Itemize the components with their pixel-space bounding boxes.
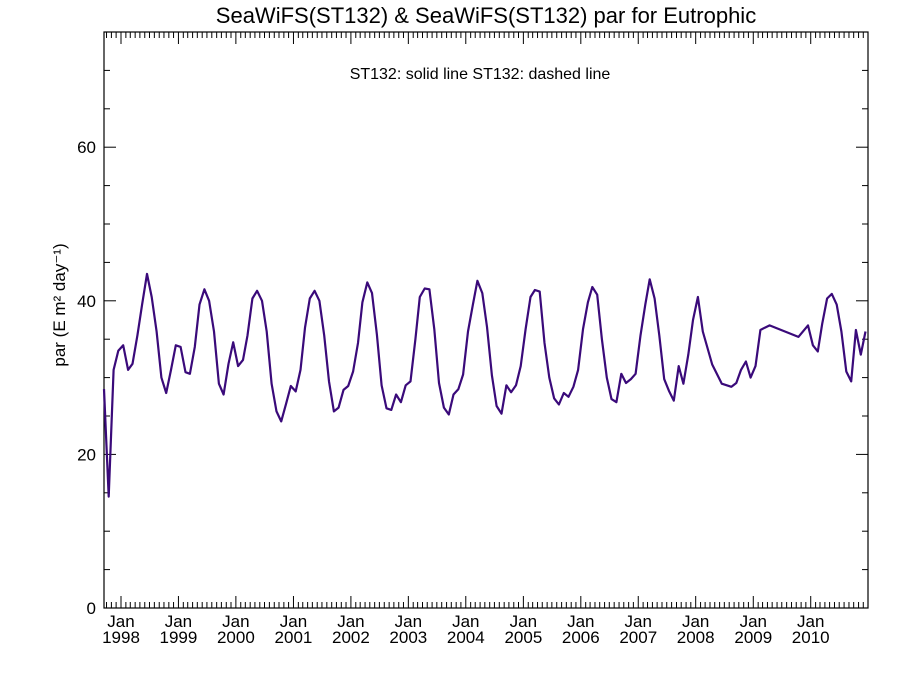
x-tick-label-year: 2004 xyxy=(447,628,485,647)
x-tick-label-month: Jan xyxy=(797,612,824,631)
series-layer xyxy=(102,272,867,498)
x-tick-label-year: 2006 xyxy=(562,628,600,647)
x-tick-label-month: Jan xyxy=(452,612,479,631)
legend-text: ST132: solid line ST132: dashed line xyxy=(350,66,611,83)
y-axis-label: par (E m² day⁻¹) xyxy=(50,243,69,366)
x-tick-label-month: Jan xyxy=(222,612,249,631)
x-tick-label-month: Jan xyxy=(395,612,422,631)
x-tick-label-year: 2007 xyxy=(619,628,657,647)
x-tick-label-year: 2010 xyxy=(792,628,830,647)
x-tick-label-year: 2001 xyxy=(275,628,313,647)
x-tick-label-month: Jan xyxy=(280,612,307,631)
y-tick-label: 0 xyxy=(87,599,96,618)
plot-frame xyxy=(103,31,869,609)
x-tick-label-year: 1999 xyxy=(160,628,198,647)
x-tick-label-year: 2000 xyxy=(217,628,255,647)
x-tick-label-year: 2008 xyxy=(677,628,715,647)
series-line xyxy=(102,272,867,498)
y-tick-label: 40 xyxy=(77,292,96,311)
x-tick-label-year: 2002 xyxy=(332,628,370,647)
x-tick-label-month: Jan xyxy=(510,612,537,631)
x-tick-label-month: Jan xyxy=(740,612,767,631)
x-tick-label-year: 2003 xyxy=(389,628,427,647)
x-tick-label-month: Jan xyxy=(682,612,709,631)
x-tick-label-month: Jan xyxy=(567,612,594,631)
x-tick-label-year: 2005 xyxy=(504,628,542,647)
axes-layer: 0204060Jan1998Jan1999Jan2000Jan2001Jan20… xyxy=(77,31,868,647)
x-tick-label-year: 2009 xyxy=(734,628,772,647)
x-tick-label-month: Jan xyxy=(337,612,364,631)
x-tick-label-year: 1998 xyxy=(102,628,140,647)
y-tick-label: 20 xyxy=(77,445,96,464)
x-tick-label-month: Jan xyxy=(625,612,652,631)
chart-title: SeaWiFS(ST132) & SeaWiFS(ST132) par for … xyxy=(216,3,756,28)
y-tick-label: 60 xyxy=(77,138,96,157)
x-tick-label-month: Jan xyxy=(107,612,134,631)
x-tick-label-month: Jan xyxy=(165,612,192,631)
